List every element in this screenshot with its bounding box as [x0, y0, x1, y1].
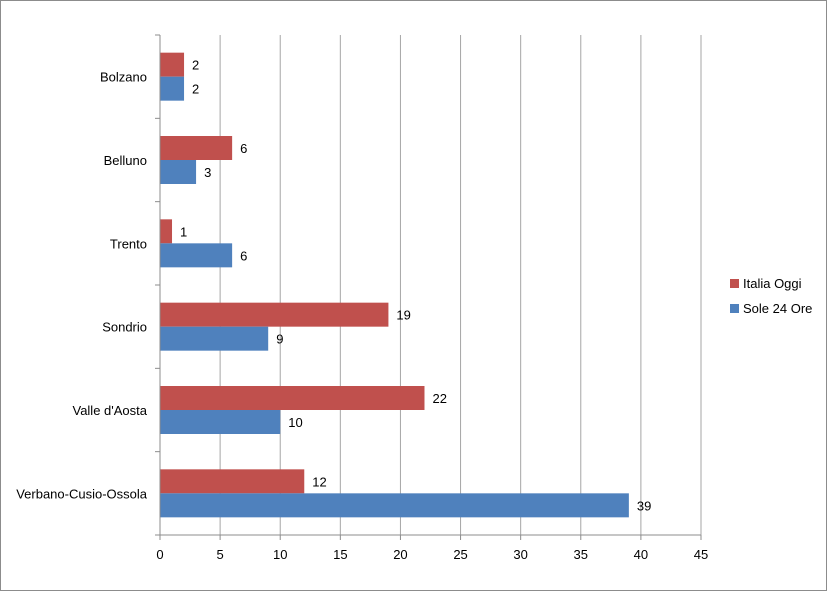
data-label: 2	[192, 82, 199, 97]
data-label: 6	[240, 248, 247, 263]
gridlines	[219, 35, 702, 535]
data-label: 10	[288, 415, 302, 430]
bar-italia-oggi	[160, 219, 173, 244]
data-label: 39	[637, 498, 651, 513]
category-label: Sondrio	[102, 320, 147, 335]
bar-italia-oggi	[160, 302, 389, 327]
bar-sole-24-ore	[160, 326, 269, 351]
x-tick-label: 35	[574, 547, 588, 562]
data-label: 9	[276, 332, 283, 347]
data-label: 6	[240, 141, 247, 156]
legend-label: Italia Oggi	[743, 276, 802, 291]
data-label: 12	[312, 474, 326, 489]
category-label: Bolzano	[100, 70, 147, 85]
data-label: 22	[432, 391, 446, 406]
bar-sole-24-ore	[160, 410, 281, 434]
bar-italia-oggi	[160, 469, 305, 494]
legend-swatch	[730, 279, 739, 288]
x-tick-label: 20	[393, 547, 407, 562]
x-tick-label: 15	[333, 547, 347, 562]
bar-sole-24-ore	[160, 243, 233, 268]
bars	[160, 52, 629, 518]
bar-sole-24-ore	[160, 160, 197, 184]
bar-sole-24-ore	[160, 76, 185, 101]
x-tick-label: 25	[453, 547, 467, 562]
axes: 0 5 10 15 20 25 30 35 40 45 Bolzano Belluno Trento So…	[16, 34, 708, 562]
data-label: 2	[192, 58, 199, 73]
legend-swatch	[730, 304, 739, 313]
category-label: Verbano-Cusio-Ossola	[16, 486, 148, 501]
legend: Italia Oggi Sole 24 Ore	[730, 276, 812, 316]
x-tick-label: 5	[216, 547, 223, 562]
bar-italia-oggi	[160, 136, 233, 160]
data-label: 1	[180, 224, 187, 239]
data-label: 3	[204, 165, 211, 180]
x-tick-label: 45	[694, 547, 708, 562]
category-label: Trento	[110, 236, 147, 251]
x-tick-label: 0	[156, 547, 163, 562]
bar-italia-oggi	[160, 52, 185, 77]
bar-italia-oggi	[160, 386, 425, 410]
bar-sole-24-ore	[160, 493, 629, 518]
category-label: Valle d'Aosta	[72, 403, 147, 418]
x-tick-label: 40	[634, 547, 648, 562]
data-label: 19	[396, 308, 410, 323]
x-tick-label: 30	[513, 547, 527, 562]
legend-label: Sole 24 Ore	[743, 301, 812, 316]
x-tick-label: 10	[273, 547, 287, 562]
category-label: Belluno	[104, 153, 147, 168]
